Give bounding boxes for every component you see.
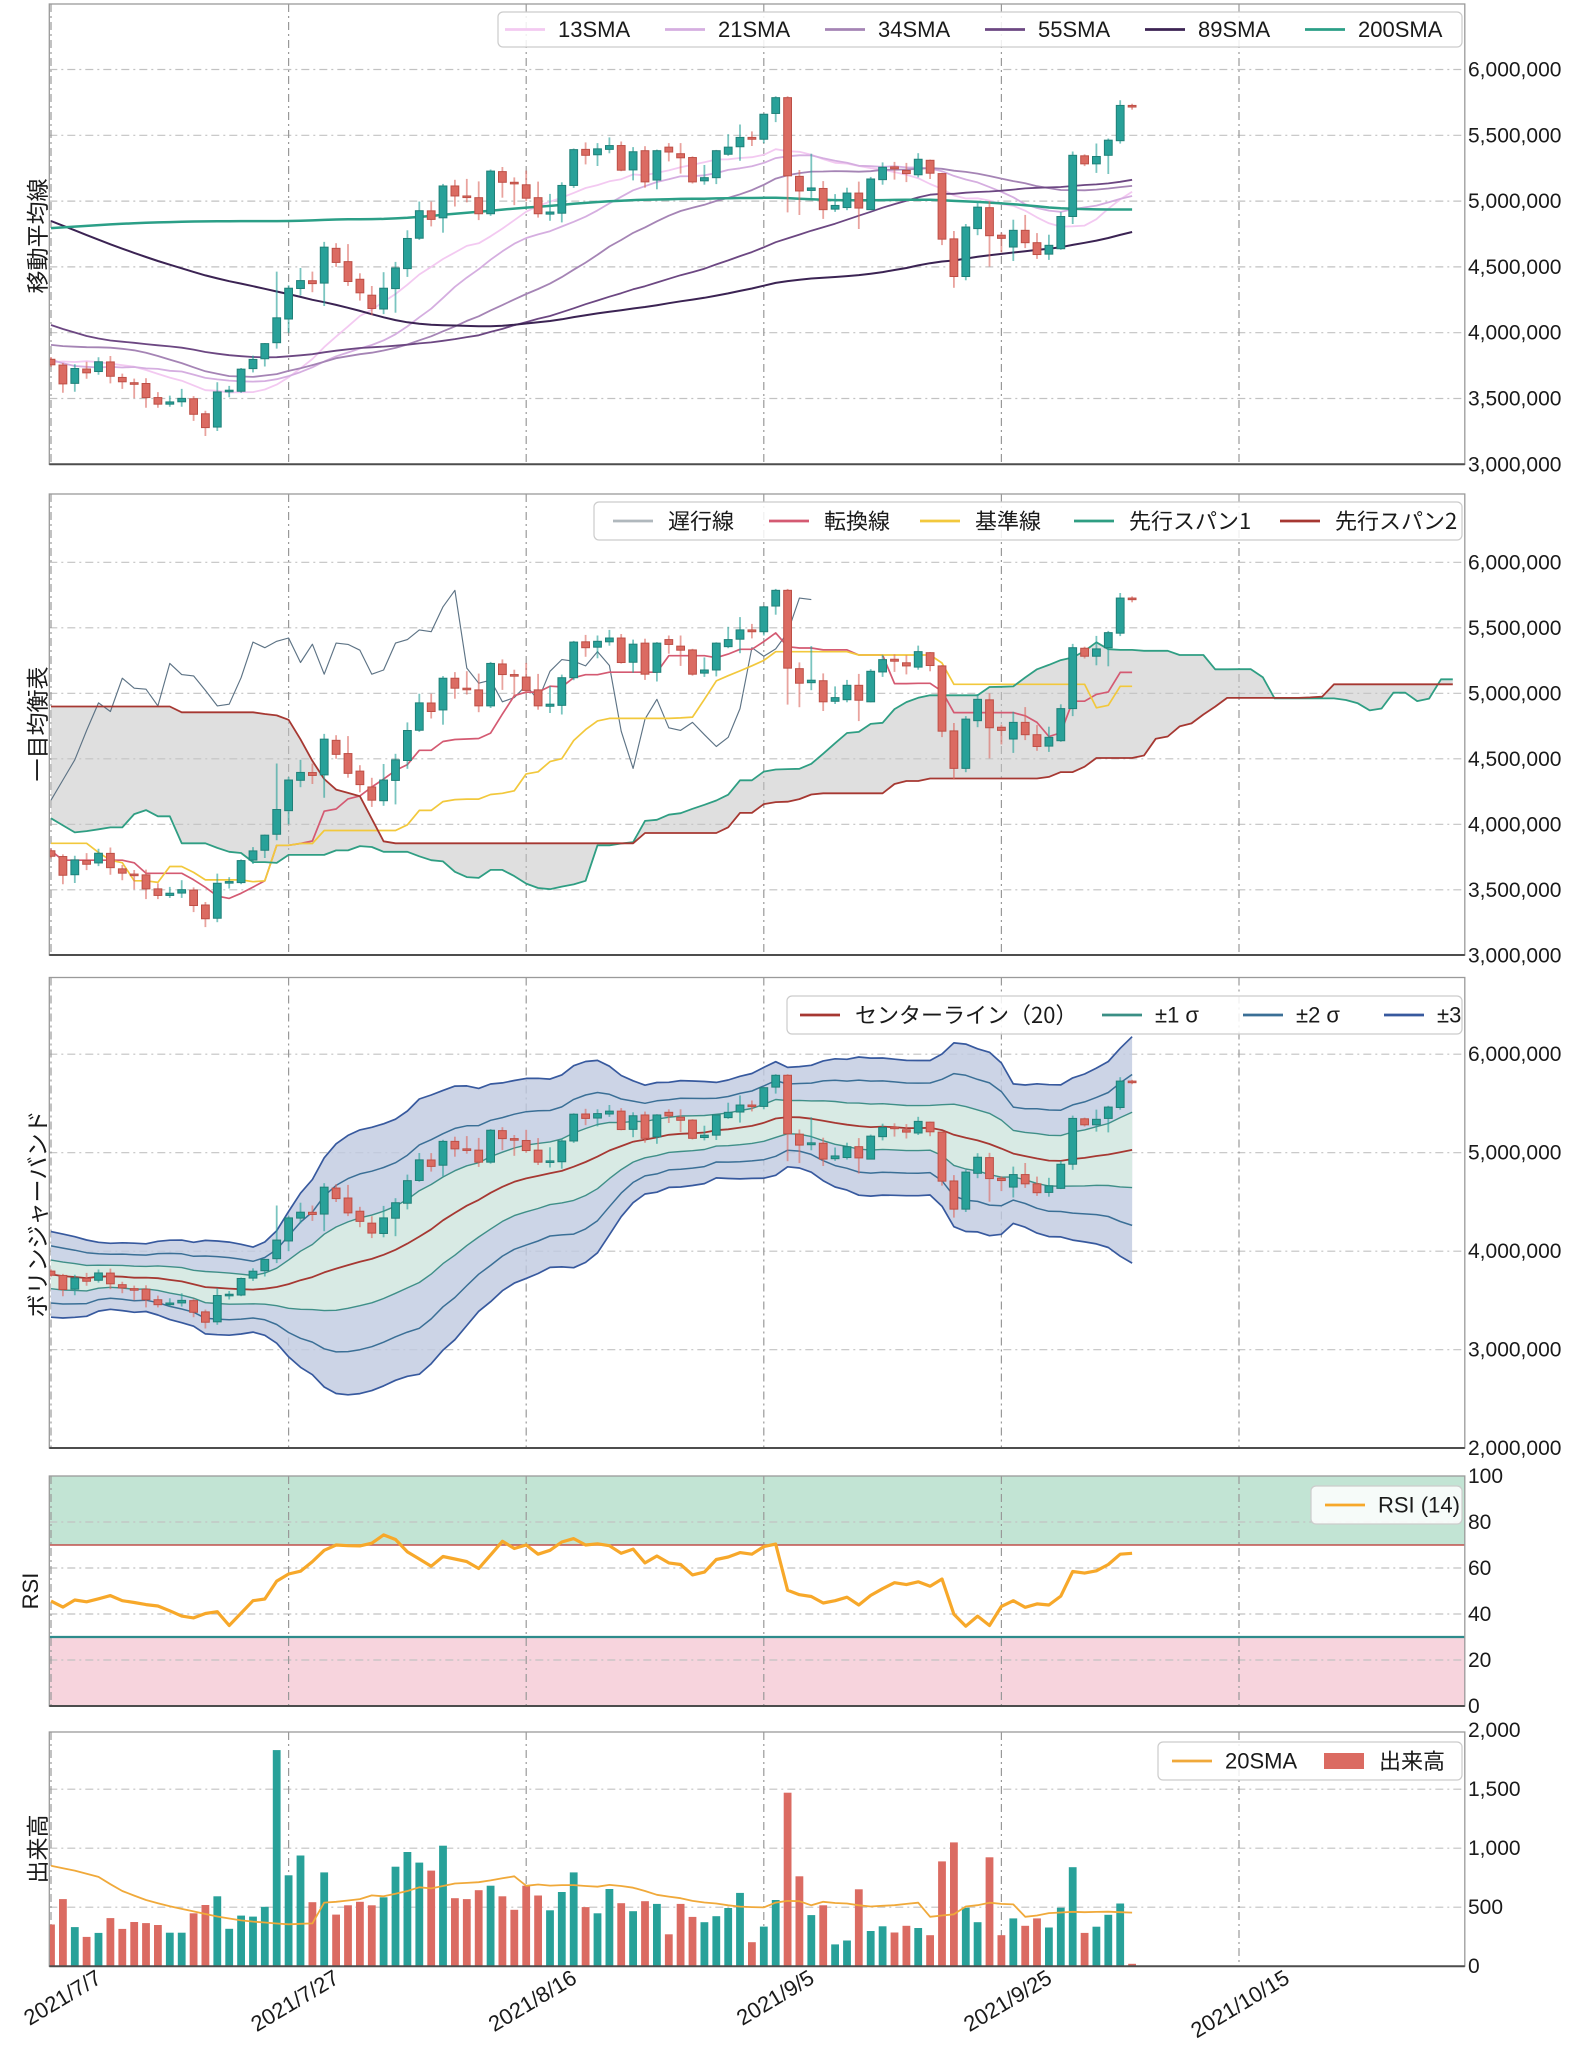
svg-text:4,000,000: 4,000,000	[1468, 813, 1561, 836]
svg-text:4,500,000: 4,500,000	[1468, 256, 1561, 279]
svg-text:500: 500	[1468, 1896, 1503, 1919]
svg-text:3,000,000: 3,000,000	[1468, 453, 1561, 476]
svg-text:21SMA: 21SMA	[718, 17, 790, 42]
svg-text:6,000,000: 6,000,000	[1468, 551, 1561, 574]
svg-text:3,000,000: 3,000,000	[1468, 1339, 1561, 1362]
svg-text:5,000,000: 5,000,000	[1468, 190, 1561, 213]
svg-text:±2 σ: ±2 σ	[1296, 1003, 1340, 1028]
svg-text:5,500,000: 5,500,000	[1468, 124, 1561, 147]
svg-text:4,500,000: 4,500,000	[1468, 748, 1561, 771]
svg-text:6,000,000: 6,000,000	[1468, 1043, 1561, 1066]
svg-text:5,000,000: 5,000,000	[1468, 1142, 1561, 1165]
svg-text:40: 40	[1468, 1603, 1491, 1626]
svg-text:3,500,000: 3,500,000	[1468, 879, 1561, 902]
svg-text:80: 80	[1468, 1511, 1491, 1534]
svg-text:2,000,000: 2,000,000	[1468, 1437, 1561, 1460]
svg-text:RSI: RSI	[18, 1573, 43, 1610]
svg-text:55SMA: 55SMA	[1038, 17, 1110, 42]
svg-text:4,000,000: 4,000,000	[1468, 1240, 1561, 1263]
svg-text:89SMA: 89SMA	[1198, 17, 1270, 42]
svg-text:60: 60	[1468, 1557, 1491, 1580]
svg-text:2,000: 2,000	[1468, 1719, 1521, 1742]
svg-text:0: 0	[1468, 1695, 1480, 1718]
svg-text:13SMA: 13SMA	[558, 17, 630, 42]
svg-text:3,000,000: 3,000,000	[1468, 944, 1561, 967]
svg-text:100: 100	[1468, 1465, 1503, 1488]
svg-text:1,000: 1,000	[1468, 1837, 1521, 1860]
svg-text:0: 0	[1468, 1955, 1480, 1978]
svg-text:1,500: 1,500	[1468, 1778, 1521, 1801]
svg-text:5,500,000: 5,500,000	[1468, 617, 1561, 640]
svg-text:4,000,000: 4,000,000	[1468, 322, 1561, 345]
svg-text:20: 20	[1468, 1649, 1491, 1672]
svg-text:20SMA: 20SMA	[1225, 1749, 1297, 1774]
svg-text:6,000,000: 6,000,000	[1468, 59, 1561, 82]
svg-text:RSI (14): RSI (14)	[1378, 1493, 1460, 1518]
svg-text:±3: ±3	[1437, 1003, 1461, 1028]
svg-text:5,000,000: 5,000,000	[1468, 682, 1561, 705]
svg-text:200SMA: 200SMA	[1358, 17, 1443, 42]
svg-text:3,500,000: 3,500,000	[1468, 388, 1561, 411]
svg-text:34SMA: 34SMA	[878, 17, 950, 42]
svg-text:±1 σ: ±1 σ	[1155, 1003, 1199, 1028]
